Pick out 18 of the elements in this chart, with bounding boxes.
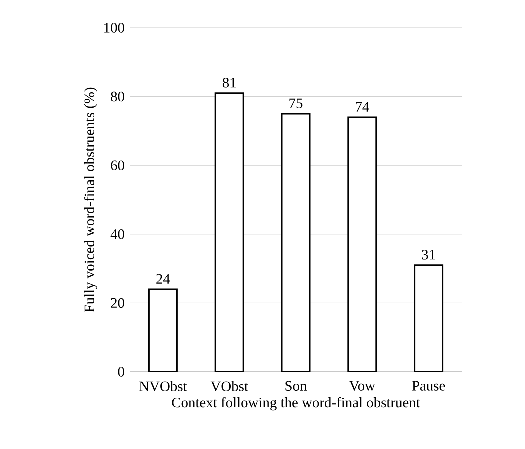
x-tick-label: Son	[286, 381, 308, 391]
y-tick-label: 20	[111, 298, 124, 308]
x-tick-label: VObst	[210, 381, 248, 392]
x-axis-title: Context following the word-final obstruent	[172, 397, 420, 411]
data-label: 24	[156, 274, 170, 284]
y-axis-title: Fully voiced word-final obstruents (%)	[84, 88, 98, 312]
data-label: 75	[290, 98, 303, 108]
y-tick-label: 100	[104, 23, 124, 33]
x-tick-label: NVObst	[140, 381, 188, 392]
y-tick-label: 60	[111, 160, 124, 170]
y-tick-label: 40	[110, 230, 124, 240]
x-tick-label: Vow	[349, 381, 376, 391]
data-label: 81	[222, 78, 236, 88]
x-tick-label: Pause	[412, 381, 446, 391]
data-label: 74	[356, 102, 370, 112]
data-label: 31	[422, 250, 436, 260]
y-tick-label: 0	[118, 367, 124, 377]
y-tick-label: 80	[111, 92, 124, 102]
